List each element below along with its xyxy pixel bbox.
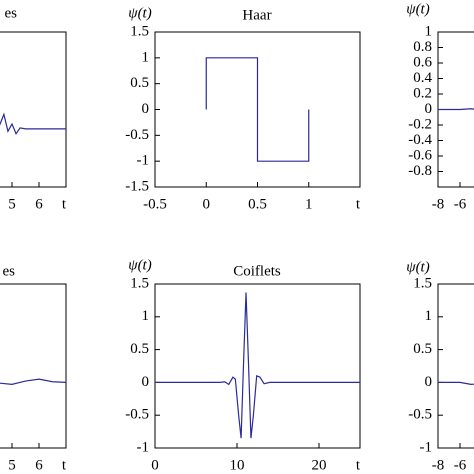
x-tick-label: -0.5 [143,196,167,212]
panel: 5 6 es t [0,263,67,473]
y-axis-label: ψ(t) [406,259,429,275]
x-tick-label: 0 [151,457,159,473]
y-tick-label: -0.5 [125,127,149,143]
panel: -8-6-0.8-0.6-0.4-0.200.20.40.60.81ψ(t)t [406,1,474,212]
y-axis-label: ψ(t) [406,1,429,17]
panel-title: Coiflets [233,263,281,279]
x-axis-label: t [356,457,361,473]
x-tick-label: -6 [454,196,467,212]
y-axis-label: ψ(t) [128,257,151,273]
x-tick-label: -8 [432,457,445,473]
wavelet-line [438,108,474,111]
panel: -0.5 0 0.5 1 -1.5 -1 -0.5 0 0.5 1 1.5 Haar ψ(t) t [125,5,361,212]
y-tick-label: 0.5 [130,341,149,357]
x-tick-label: 20 [312,457,327,473]
x-tick-label: 1 [305,196,313,212]
y-tick-label: -0.6 [408,147,432,163]
wavelet-line [438,381,474,385]
plot-box [0,31,67,188]
y-tick-label: 0 [142,101,150,117]
y-tick-label: 0 [425,101,433,117]
wavelet-line [0,112,66,135]
plot-box [437,283,474,449]
y-tick-label: 1.5 [130,275,149,291]
x-axis-label: t [62,457,67,473]
y-tick-label: 0.6 [413,54,432,70]
x-axis-label: t [62,196,67,212]
wavelet-line [0,378,67,385]
wavelet-line [205,57,310,162]
y-axis-label: ψ(t) [128,5,151,21]
y-tick-label: -0.5 [125,407,149,423]
y-tick-label: -0.2 [408,116,432,132]
y-tick-label: 0 [425,374,433,390]
y-tick-label: -1 [137,153,150,169]
y-tick-label: -1 [420,439,433,455]
x-tick-label: 6 [35,196,43,212]
y-tick-label: -0.5 [408,407,432,423]
y-tick-label: 1.5 [130,23,149,39]
x-tick-label: 10 [230,457,245,473]
y-tick-label: 1 [425,308,433,324]
wavelet-line [155,292,360,439]
y-tick-label: -0.8 [408,163,432,179]
panel-title: es [5,5,18,21]
x-tick-label: 5 [8,196,16,212]
panel: 5 6 es t [0,5,67,212]
y-tick-label: 1 [142,49,150,65]
plot-box [154,283,361,449]
y-tick-label: 0.4 [413,70,432,86]
panel: 0 10 20 -1 -0.5 0 0.5 1 1.5 Coiflets ψ(t) t [125,257,361,473]
x-tick-label: -8 [432,196,445,212]
panel: -8-6-1-0.500.511.5ψ(t)t [406,259,474,473]
y-tick-label: 0.2 [413,85,432,101]
y-tick-label: 0.8 [413,39,432,55]
x-axis-label: t [356,196,361,212]
panel-title: es [3,263,16,279]
x-tick-label: 6 [35,457,43,473]
y-tick-label: 1 [425,23,433,39]
y-tick-label: 1.5 [413,275,432,291]
panel-title: Haar [242,7,271,23]
y-tick-label: 0.5 [130,75,149,91]
x-tick-label: 0.5 [248,196,267,212]
y-tick-label: 1 [142,308,150,324]
y-tick-label: -1 [137,439,150,455]
x-tick-label: 0 [203,196,211,212]
y-tick-label: -0.4 [408,132,432,148]
y-tick-label: -1.5 [125,178,149,194]
plot-box [0,283,67,449]
y-tick-label: 0.5 [413,341,432,357]
x-tick-label: 5 [8,457,16,473]
x-tick-label: -6 [454,457,467,473]
y-tick-label: 0 [142,374,150,390]
